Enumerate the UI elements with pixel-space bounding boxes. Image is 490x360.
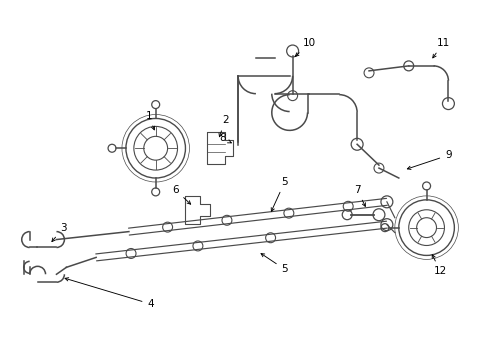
Text: 9: 9 <box>407 150 452 170</box>
Text: 12: 12 <box>432 255 447 276</box>
Text: 6: 6 <box>172 185 191 204</box>
Text: 1: 1 <box>146 111 155 130</box>
Text: 11: 11 <box>433 38 450 58</box>
Text: 8: 8 <box>219 133 231 143</box>
Text: 2: 2 <box>219 116 228 137</box>
Text: 5: 5 <box>271 177 288 211</box>
Text: 7: 7 <box>354 185 366 206</box>
Text: 3: 3 <box>52 222 67 242</box>
Text: 10: 10 <box>295 38 316 57</box>
Text: 5: 5 <box>261 253 288 274</box>
Text: 4: 4 <box>65 278 154 309</box>
